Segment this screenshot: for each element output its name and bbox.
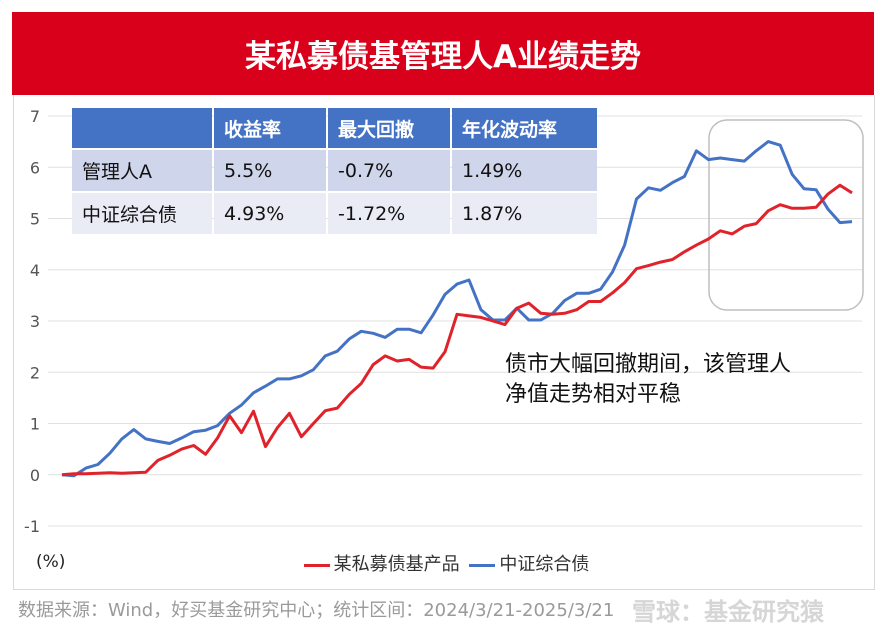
watermark: 雪球：基金研究猿 [632, 598, 824, 626]
annotation-line: 净值走势相对平稳 [505, 382, 682, 407]
y-tick-label: 5 [30, 210, 40, 229]
legend-swatch-red [303, 563, 330, 567]
legend-label: 中证综合债 [499, 554, 590, 575]
table-cell: 4.93% [214, 193, 326, 234]
y-tick-label: -1 [24, 517, 40, 536]
table-cell: 1.87% [452, 193, 597, 234]
series-line [61, 183, 853, 477]
table-row: 管理人A 5.5% -0.7% 1.49% [72, 150, 597, 191]
legend-label: 某私募债基产品 [333, 554, 460, 575]
table-cell: 中证综合债 [72, 193, 212, 234]
chart-frame [13, 95, 875, 590]
table-header [72, 108, 212, 148]
table-row: 中证综合债 4.93% -1.72% 1.87% [72, 193, 597, 234]
table-cell: -0.7% [328, 150, 450, 191]
y-tick-label: 4 [30, 261, 40, 280]
y-tick-label: 7 [30, 107, 40, 126]
annotation-line: 债市大幅回撤期间，该管理人 [505, 352, 792, 377]
table-header: 最大回撤 [328, 108, 450, 148]
chart-title: 某私募债基管理人A业绩走势 [12, 12, 874, 95]
table-cell: 1.49% [452, 150, 597, 191]
stats-table: 收益率 最大回撤 年化波动率 管理人A 5.5% -0.7% 1.49% 中证综… [70, 106, 599, 236]
y-tick-label: 6 [30, 158, 40, 177]
table-header: 收益率 [214, 108, 326, 148]
y-tick-label: 2 [30, 363, 40, 382]
highlight-box [708, 119, 864, 311]
table-header-row: 收益率 最大回撤 年化波动率 [72, 108, 597, 148]
table-header: 年化波动率 [452, 108, 597, 148]
annotation: 债市大幅回撤期间，该管理人 净值走势相对平稳 [505, 350, 791, 410]
unit-label: (%) [36, 552, 66, 572]
table-cell: 5.5% [214, 150, 326, 191]
y-tick-label: 3 [30, 312, 40, 331]
y-tick-label: 0 [30, 466, 40, 485]
legend-swatch-blue [469, 563, 496, 567]
source-note: 数据来源：Wind，好买基金研究中心；统计区间：2024/3/21-2025/3… [18, 600, 615, 621]
table-cell: -1.72% [328, 193, 450, 234]
series-line [61, 140, 853, 478]
table-cell: 管理人A [72, 150, 212, 191]
legend: 某私募债基产品 中证综合债 [0, 550, 889, 576]
y-tick-label: 1 [30, 415, 40, 434]
